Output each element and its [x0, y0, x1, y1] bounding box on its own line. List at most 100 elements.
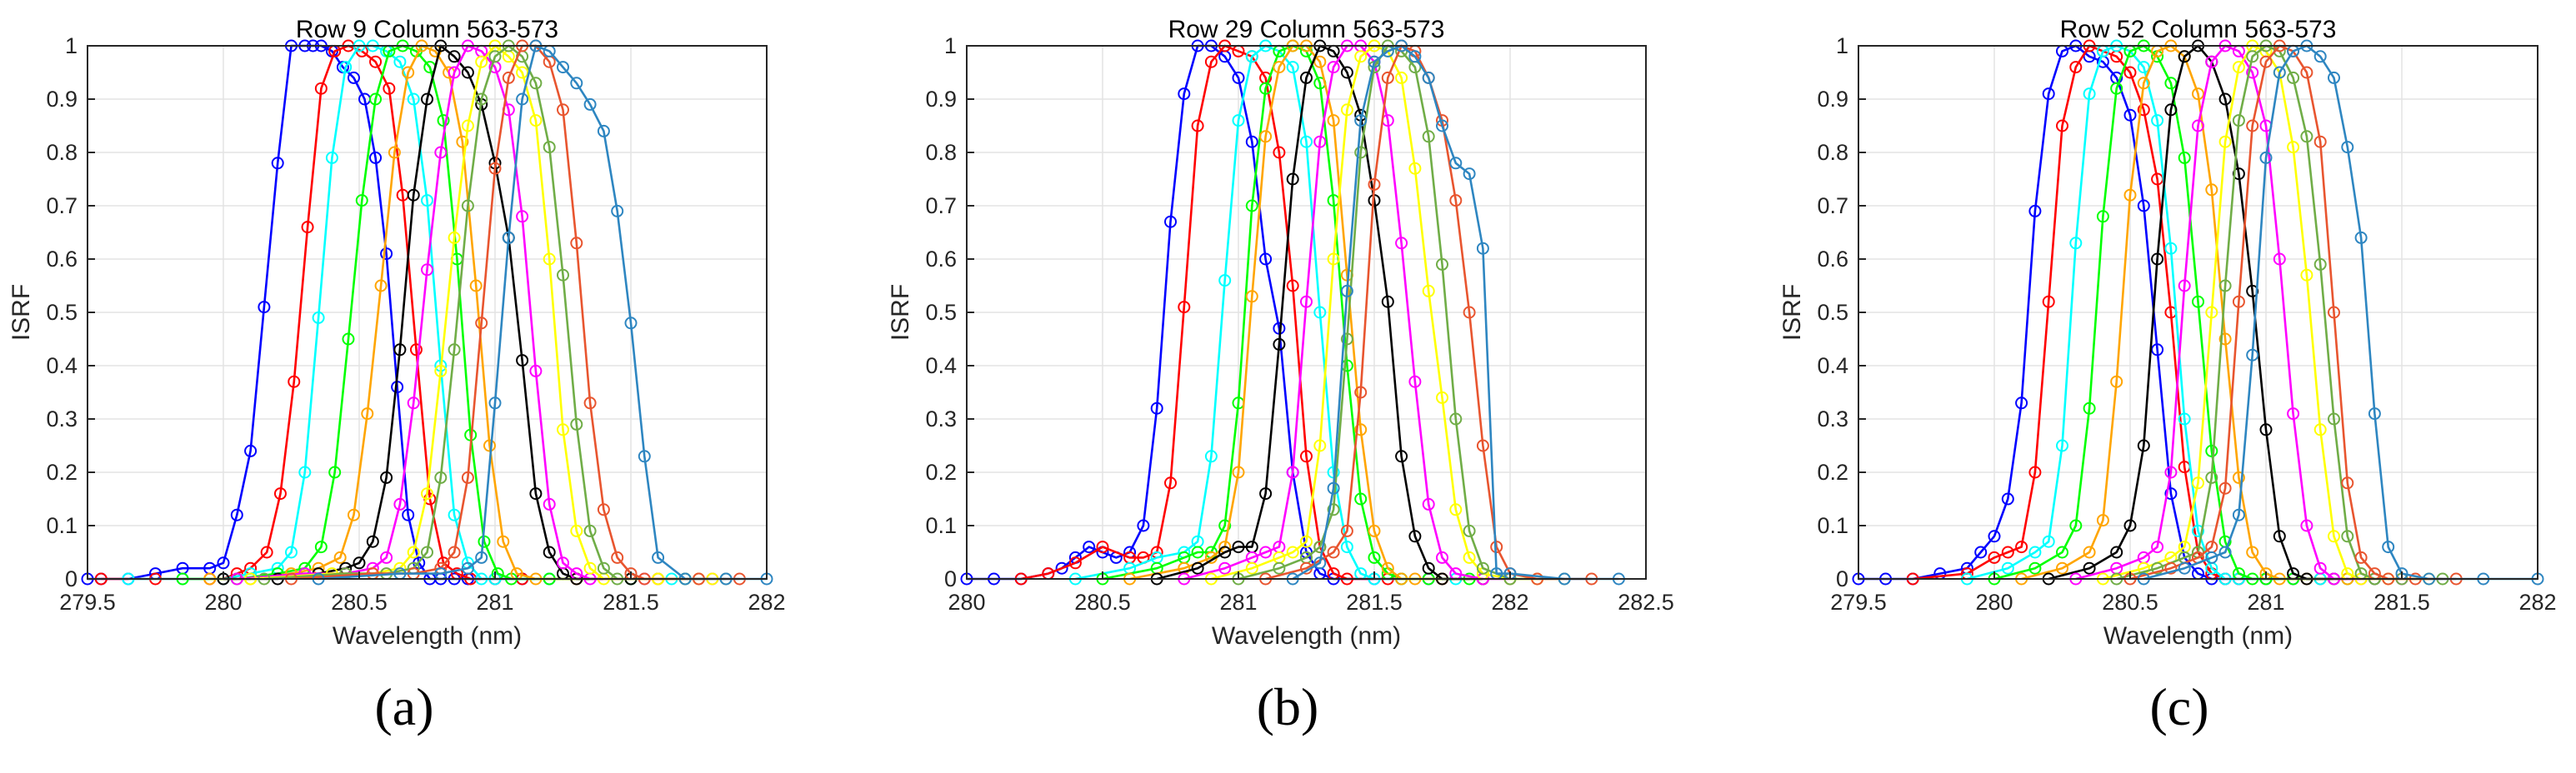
data-point	[448, 66, 461, 79]
data-point	[1259, 252, 1273, 266]
data-point	[2328, 412, 2340, 426]
data-point	[543, 141, 556, 154]
x-tick-label: 281	[476, 590, 513, 615]
data-point	[2042, 87, 2055, 101]
data-point	[258, 301, 271, 314]
data-point	[353, 556, 366, 570]
x-tick-label: 280	[948, 590, 985, 615]
y-tick-label: 0.9	[925, 87, 957, 112]
data-point	[2123, 66, 2137, 79]
data-point	[2164, 487, 2178, 501]
data-point	[1408, 162, 1422, 175]
panel-label: (a)	[374, 677, 433, 736]
data-point	[2123, 188, 2137, 202]
data-point	[461, 199, 474, 212]
y-tick-label: 0	[65, 566, 78, 591]
data-point	[2028, 546, 2042, 559]
y-tick-label: 0.3	[925, 406, 957, 431]
data-point	[2287, 407, 2300, 421]
y-tick-label: 0.5	[1817, 300, 1848, 325]
data-point	[2246, 119, 2259, 132]
data-point	[2341, 476, 2354, 490]
data-point	[325, 151, 338, 164]
data-point	[1988, 551, 2001, 564]
data-point	[271, 157, 284, 170]
series-line	[1993, 44, 2348, 581]
data-point	[1300, 450, 1313, 463]
x-tick-label: 280	[204, 590, 242, 615]
data-point	[1286, 546, 1299, 559]
y-tick-label: 0.2	[46, 460, 78, 485]
y-tick-label: 0.6	[46, 247, 78, 272]
data-point	[1245, 199, 1258, 212]
x-tick-label: 282	[2518, 590, 2556, 615]
data-point	[369, 92, 383, 106]
data-point	[516, 354, 529, 367]
data-point	[2273, 252, 2286, 266]
data-point	[1313, 556, 1327, 570]
chart-panel-2: 280 280.5 281 281.5 282 282.5 0 0.1 0.2 0.3 0.4 0.5…	[887, 16, 1674, 736]
y-tick-label: 0.8	[925, 140, 957, 165]
data-point	[2083, 546, 2096, 559]
series-line	[223, 44, 631, 581]
data-point	[2178, 279, 2191, 292]
chart-title: Row 52 Column 563-573	[2060, 16, 2337, 43]
y-tick-label: 0.9	[1817, 87, 1848, 112]
data-point	[2001, 561, 2014, 575]
data-point	[2287, 141, 2300, 154]
x-tick-label: 281.5	[1346, 590, 1403, 615]
data-point	[393, 343, 407, 357]
data-point	[2232, 508, 2245, 521]
data-point	[1476, 561, 1489, 575]
data-point	[1300, 535, 1313, 548]
data-point	[1083, 541, 1096, 554]
data-point	[2287, 71, 2300, 84]
data-point	[2164, 77, 2178, 90]
data-point	[2218, 332, 2232, 346]
data-point	[461, 66, 474, 79]
data-point	[1313, 135, 1327, 148]
data-point	[380, 247, 393, 261]
data-point	[1178, 87, 1191, 101]
data-point	[1463, 551, 1476, 564]
y-tick-label: 0.2	[1817, 460, 1848, 485]
y-tick-label: 0.6	[1817, 247, 1848, 272]
data-point	[1245, 135, 1258, 148]
data-point	[2151, 114, 2164, 127]
data-point	[1463, 524, 1476, 537]
data-point	[611, 204, 624, 217]
data-point	[1368, 177, 1381, 191]
data-point	[1327, 61, 1340, 74]
data-point	[1300, 71, 1313, 84]
x-tick-label: 281	[2247, 590, 2284, 615]
data-point	[1422, 561, 1435, 575]
data-point	[1137, 519, 1150, 532]
data-point	[2328, 71, 2340, 84]
data-point	[1232, 71, 1245, 84]
x-axis-label: Wavelength (nm)	[1212, 622, 1401, 650]
data-point	[402, 508, 415, 521]
data-point	[529, 487, 543, 501]
y-tick-label: 0.1	[925, 513, 957, 538]
data-point	[2313, 423, 2327, 436]
data-point	[2232, 471, 2245, 484]
data-point	[388, 146, 401, 159]
data-point	[1286, 466, 1299, 479]
data-point	[1259, 487, 1273, 501]
data-point	[393, 497, 407, 511]
data-point	[2042, 535, 2055, 548]
data-point	[2313, 50, 2327, 63]
series-col-569	[2069, 39, 2408, 586]
data-point	[2137, 103, 2150, 117]
data-point	[407, 396, 420, 410]
data-point	[448, 231, 461, 244]
data-point	[1150, 401, 1163, 415]
data-point	[1381, 561, 1394, 575]
y-tick-label: 1	[65, 33, 78, 58]
data-point	[1368, 524, 1381, 537]
y-tick-label: 0.1	[1817, 513, 1848, 538]
data-point	[2137, 77, 2150, 90]
data-point	[298, 466, 312, 479]
data-point	[1340, 284, 1353, 297]
